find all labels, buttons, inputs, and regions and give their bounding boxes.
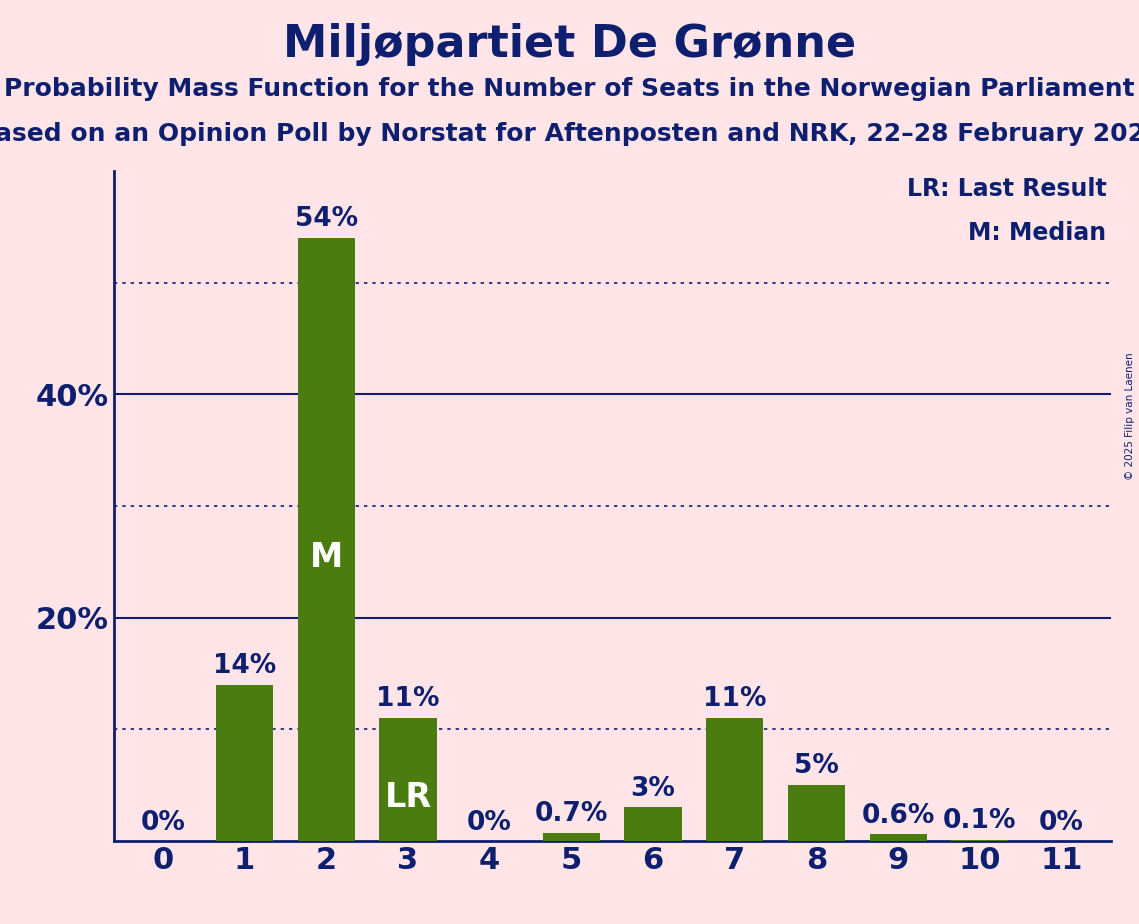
Text: M: Median: M: Median [968,221,1106,245]
Bar [869,834,927,841]
Text: M: M [310,541,343,574]
Bar [297,238,355,841]
Text: 54%: 54% [295,206,358,232]
Text: 0%: 0% [467,810,513,836]
Text: 0.1%: 0.1% [943,808,1017,834]
Text: Miljøpartiet De Grønne: Miljøpartiet De Grønne [282,23,857,67]
Bar [624,808,681,841]
Bar [706,718,763,841]
Text: 11%: 11% [703,687,767,712]
Text: 5%: 5% [794,753,839,780]
Bar [543,833,600,841]
Text: 0.6%: 0.6% [861,803,935,829]
Bar [951,840,1008,841]
Bar [379,718,436,841]
Text: Probability Mass Function for the Number of Seats in the Norwegian Parliament: Probability Mass Function for the Number… [5,77,1134,101]
Text: 11%: 11% [376,687,440,712]
Text: LR: Last Result: LR: Last Result [907,176,1106,201]
Text: Based on an Opinion Poll by Norstat for Aftenposten and NRK, 22–28 February 2022: Based on an Opinion Poll by Norstat for … [0,122,1139,146]
Text: LR: LR [385,782,432,814]
Text: 0%: 0% [140,810,186,836]
Text: 0%: 0% [1039,810,1084,836]
Text: 0.7%: 0.7% [534,801,608,828]
Text: © 2025 Filip van Laenen: © 2025 Filip van Laenen [1125,352,1134,480]
Bar [788,785,845,841]
Bar [216,685,273,841]
Text: 3%: 3% [631,776,675,802]
Text: 14%: 14% [213,653,277,679]
